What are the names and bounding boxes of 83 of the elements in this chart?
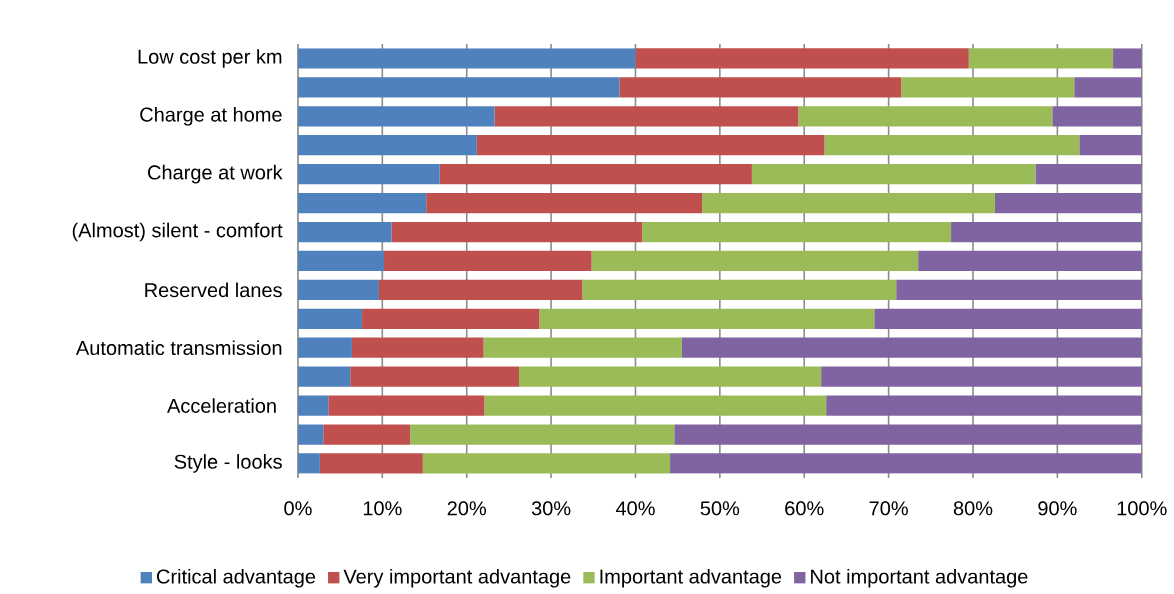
y-tick-label: Low cost per km bbox=[138, 48, 282, 68]
x-tick-label: 20% bbox=[447, 501, 487, 516]
x-tick-label: 0% bbox=[284, 501, 312, 516]
bar bbox=[635, 48, 969, 69]
legend-label: Important advantage bbox=[600, 568, 782, 588]
bar bbox=[297, 221, 392, 242]
bar bbox=[391, 221, 643, 242]
bar bbox=[1113, 48, 1142, 69]
x-tick-label: 80% bbox=[953, 501, 993, 516]
bar bbox=[901, 77, 1075, 98]
bar bbox=[670, 453, 1142, 474]
bar bbox=[874, 308, 1142, 329]
bar bbox=[1079, 134, 1142, 156]
bar bbox=[410, 424, 675, 445]
bar bbox=[896, 279, 1142, 300]
bar bbox=[1074, 77, 1142, 98]
bar bbox=[362, 308, 540, 329]
bar bbox=[297, 48, 636, 69]
bar bbox=[674, 424, 1142, 445]
bar bbox=[681, 337, 1142, 358]
bar bbox=[319, 453, 423, 474]
bar bbox=[297, 250, 385, 271]
bar bbox=[702, 192, 995, 213]
y-tick-label: Reserved lanes bbox=[145, 282, 282, 297]
bar bbox=[494, 105, 799, 127]
bar bbox=[994, 192, 1142, 213]
bar bbox=[297, 192, 427, 213]
bar bbox=[968, 48, 1114, 69]
bar bbox=[1052, 105, 1142, 127]
bar bbox=[297, 308, 363, 329]
y-tick-label: (Almost) silent - comfort bbox=[72, 222, 283, 242]
x-tick-label: 70% bbox=[869, 501, 908, 516]
y-tick-label: Charge at home bbox=[140, 106, 282, 126]
bar bbox=[350, 366, 520, 387]
bar bbox=[384, 250, 592, 271]
bar bbox=[323, 424, 411, 445]
bar bbox=[378, 279, 583, 300]
bar bbox=[426, 192, 703, 213]
y-tick-label: Acceleration bbox=[167, 398, 276, 413]
bar bbox=[297, 366, 351, 387]
bar bbox=[951, 221, 1142, 242]
bar bbox=[297, 395, 329, 416]
bar bbox=[642, 221, 952, 242]
bar bbox=[439, 163, 752, 185]
bar bbox=[751, 163, 1036, 185]
bar bbox=[519, 366, 822, 387]
bar bbox=[539, 308, 875, 329]
legend-label: Not important advantage bbox=[811, 568, 1028, 588]
bar bbox=[297, 424, 324, 445]
bar bbox=[297, 77, 620, 98]
x-tick-label: 30% bbox=[531, 501, 571, 516]
bar bbox=[476, 134, 825, 156]
x-tick-label: 90% bbox=[1038, 501, 1077, 516]
bar bbox=[821, 366, 1142, 387]
bar bbox=[297, 453, 320, 474]
y-tick-label: Automatic transmission bbox=[75, 340, 282, 355]
bar bbox=[297, 105, 495, 127]
bar bbox=[484, 395, 827, 416]
x-tick-label: 60% bbox=[785, 501, 824, 516]
bar bbox=[582, 279, 897, 300]
x-tick-label: 100% bbox=[1117, 501, 1167, 516]
x-tick-label: 10% bbox=[363, 501, 402, 516]
bar bbox=[619, 77, 902, 98]
bar bbox=[798, 105, 1053, 127]
bar bbox=[328, 395, 485, 416]
bar bbox=[422, 453, 671, 474]
y-tick-label: Charge at work bbox=[148, 164, 283, 184]
bar bbox=[297, 337, 352, 358]
bar bbox=[826, 395, 1142, 416]
bar bbox=[351, 337, 484, 358]
bar bbox=[918, 250, 1142, 271]
bar bbox=[824, 134, 1080, 156]
legend-label: Critical advantage bbox=[157, 568, 316, 588]
bar bbox=[297, 163, 440, 185]
bar bbox=[591, 250, 919, 271]
bar bbox=[483, 337, 682, 358]
bar bbox=[297, 279, 379, 300]
bar bbox=[1035, 163, 1142, 185]
x-tick-label: 40% bbox=[615, 501, 655, 516]
bar bbox=[297, 134, 477, 156]
y-tick-label: Style - looks bbox=[174, 453, 282, 473]
x-tick-label: 50% bbox=[700, 501, 740, 516]
legend-label: Very important advantage bbox=[343, 568, 571, 588]
